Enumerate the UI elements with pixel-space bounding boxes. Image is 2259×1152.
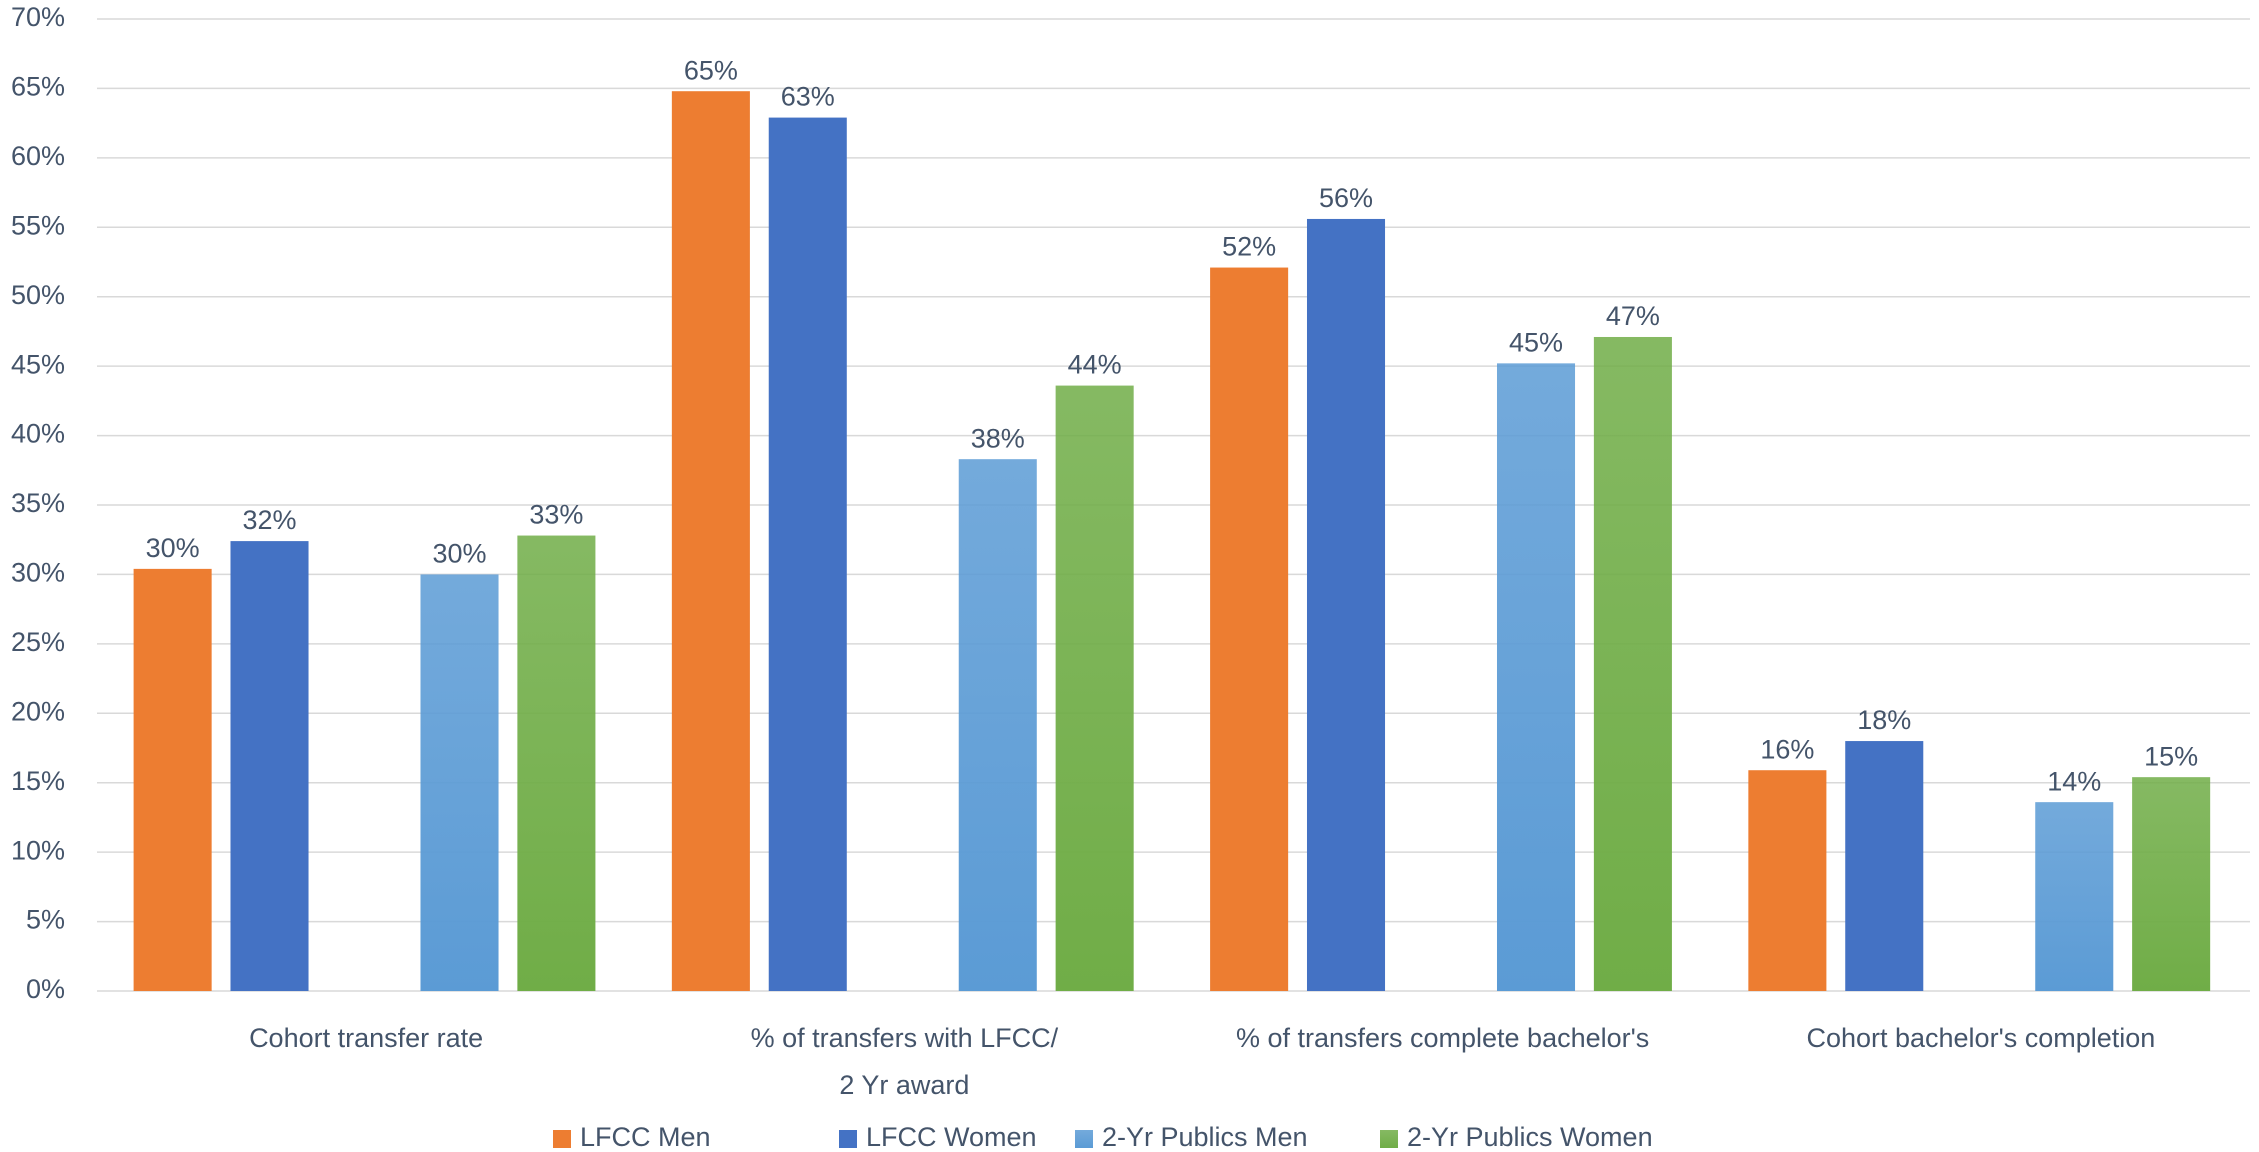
legend-label: 2-Yr Publics Men [1102, 1122, 1308, 1152]
data-label: 30% [432, 539, 486, 569]
data-label: 63% [781, 82, 835, 112]
data-label: 15% [2144, 741, 2198, 771]
x-tick-label: Cohort bachelor's completion [1806, 1023, 2155, 1053]
data-label: 65% [684, 55, 738, 85]
data-label: 52% [1222, 232, 1276, 262]
y-tick-label: 10% [11, 835, 65, 865]
y-tick-label: 35% [11, 488, 65, 518]
data-label: 33% [529, 500, 583, 530]
data-label: 38% [971, 423, 1025, 453]
bar [1210, 267, 1289, 991]
data-label: 44% [1068, 350, 1122, 380]
bar [1845, 741, 1924, 991]
bar [1055, 385, 1134, 991]
y-tick-label: 40% [11, 419, 65, 449]
bar [2035, 802, 2114, 991]
legend-label: LFCC Women [866, 1122, 1037, 1152]
bar [1748, 770, 1827, 991]
bar [1496, 363, 1576, 991]
legend-swatch [553, 1130, 571, 1148]
y-tick-label: 0% [26, 974, 65, 1004]
bar [420, 574, 499, 991]
bar [230, 541, 309, 991]
bar [133, 568, 212, 991]
data-label: 56% [1319, 183, 1373, 213]
bar [517, 535, 596, 991]
y-tick-label: 50% [11, 280, 65, 310]
bar [958, 459, 1037, 992]
y-tick-label: 70% [11, 2, 65, 32]
y-tick-label: 30% [11, 558, 65, 588]
y-tick-label: 25% [11, 627, 65, 657]
x-tick-label: Cohort transfer rate [249, 1023, 483, 1053]
legend-swatch [1075, 1130, 1093, 1148]
data-label: 14% [2047, 766, 2101, 796]
y-tick-label: 5% [26, 905, 65, 935]
legend-swatch [1380, 1130, 1398, 1148]
bar [1306, 218, 1386, 991]
legend-label: LFCC Men [580, 1122, 711, 1152]
x-tick-label: % of transfers with LFCC/2 Yr award [751, 1023, 1059, 1100]
y-tick-label: 60% [11, 141, 65, 171]
y-tick-label: 55% [11, 210, 65, 240]
legend-label: 2-Yr Publics Women [1407, 1122, 1653, 1152]
x-tick-label: % of transfers complete bachelor's [1236, 1023, 1649, 1053]
bar [1593, 336, 1672, 991]
data-label: 45% [1509, 327, 1563, 357]
data-label: 18% [1857, 705, 1911, 735]
bar [2132, 777, 2211, 991]
data-label: 16% [1760, 734, 1814, 764]
y-tick-label: 45% [11, 349, 65, 379]
legend-swatch [839, 1130, 857, 1148]
data-label: 32% [242, 505, 296, 535]
y-tick-label: 15% [11, 766, 65, 796]
y-tick-label: 20% [11, 696, 65, 726]
y-tick-label: 65% [11, 72, 65, 102]
bar [768, 117, 847, 992]
data-label: 47% [1606, 301, 1660, 331]
data-label: 30% [146, 533, 200, 563]
bar [671, 91, 750, 992]
